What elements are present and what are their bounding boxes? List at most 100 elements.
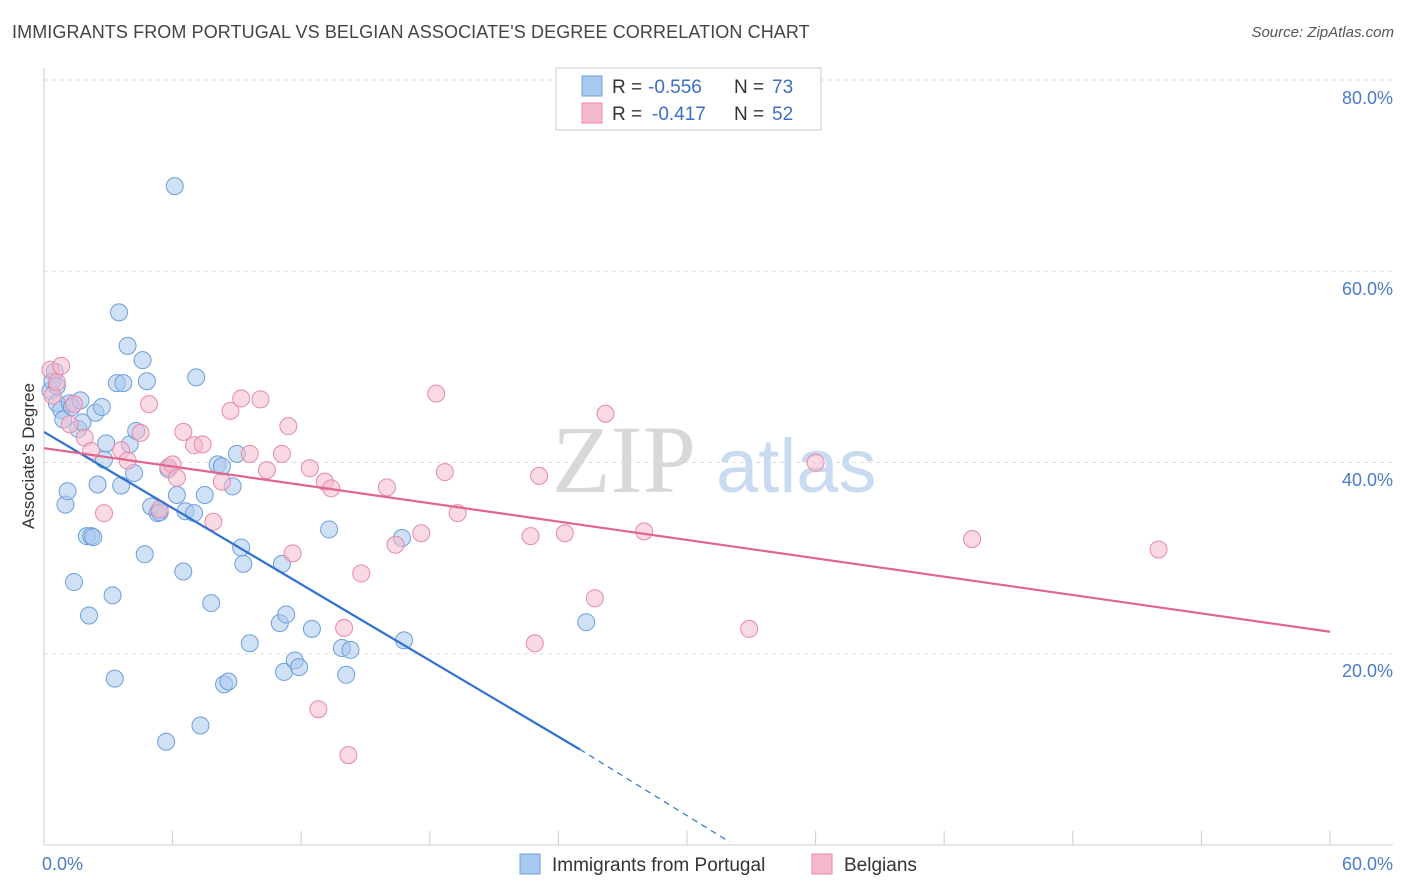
x-tick-marks — [43, 831, 1331, 845]
portugal-point — [118, 336, 137, 355]
bottom-legend-swatch-belgians[interactable] — [811, 853, 833, 875]
belgians-point — [521, 527, 540, 546]
portugal-point — [290, 658, 309, 677]
belgians-point — [740, 619, 759, 638]
belgians-point — [525, 634, 544, 653]
portugal-point — [88, 475, 107, 494]
portugal-point — [219, 672, 238, 691]
belgians-point — [257, 461, 276, 480]
belgians-point — [95, 504, 114, 523]
portugal-point — [110, 303, 129, 322]
bottom-legend-swatch-portugal[interactable] — [519, 853, 541, 875]
portugal-point — [277, 605, 296, 624]
belgians-point — [585, 589, 604, 608]
legend-n-value-portugal: 73 — [772, 77, 793, 98]
belgians-point — [52, 356, 71, 375]
portugal-trend-extension — [579, 748, 731, 843]
belgians-point — [412, 524, 431, 543]
portugal-point — [234, 554, 253, 573]
belgians-point — [140, 395, 159, 414]
portugal-point — [58, 482, 77, 501]
portugal-point — [240, 634, 259, 653]
portugal-point — [195, 486, 214, 505]
belgians-point — [167, 468, 186, 487]
trend-lines — [43, 430, 1331, 843]
belgians-point — [300, 459, 319, 478]
portugal-point — [135, 545, 154, 564]
portugal-point — [137, 372, 156, 391]
belgians-point — [635, 522, 654, 541]
portugal-point — [133, 351, 152, 370]
bottom-legend-label-belgians: Belgians — [844, 855, 917, 876]
portugal-point — [302, 619, 321, 638]
belgians-point — [386, 535, 405, 554]
belgians-point — [806, 453, 825, 472]
belgians-point — [60, 415, 79, 434]
portugal-point — [65, 573, 84, 592]
belgians-point — [530, 466, 549, 485]
legend-swatch-portugal[interactable] — [581, 75, 603, 97]
legend-r-value-portugal: -0.556 — [648, 77, 702, 98]
belgians-point — [240, 444, 259, 463]
belgians-point — [335, 618, 354, 637]
belgians-trend-line — [43, 447, 1331, 633]
portugal-point — [577, 613, 596, 632]
belgians-point — [427, 384, 446, 403]
chart-title: IMMIGRANTS FROM PORTUGAL VS BELGIAN ASSO… — [12, 22, 810, 42]
portugal-point — [185, 504, 204, 523]
y-tick-label-20: 20.0% — [1342, 661, 1393, 681]
legend-r-value-belgians: -0.417 — [652, 104, 706, 125]
portugal-point — [80, 606, 99, 625]
belgians-point — [174, 422, 193, 441]
belgians-point — [963, 530, 982, 548]
portugal-point — [320, 520, 339, 539]
portugal-point — [157, 732, 176, 751]
belgians-point — [47, 373, 66, 392]
belgians-point — [339, 746, 358, 765]
belgians-point — [352, 564, 371, 583]
belgians-point — [232, 389, 251, 408]
belgians-point — [596, 404, 615, 423]
portugal-point — [337, 665, 356, 684]
portugal-point — [114, 374, 133, 393]
portugal-point — [103, 586, 122, 605]
belgians-point — [131, 423, 150, 442]
legend-r-label-belgians: R = — [612, 104, 642, 125]
chart-source: Source: ZipAtlas.com — [1251, 24, 1394, 41]
legend-n-value-belgians: 52 — [772, 104, 793, 125]
belgians-point — [193, 435, 212, 454]
portugal-trend-line — [43, 430, 581, 751]
portugal-point — [174, 562, 193, 581]
belgians-point — [221, 401, 240, 420]
legend-r-label-portugal: R = — [612, 77, 642, 98]
belgians-point — [272, 444, 291, 463]
portugal-point — [84, 528, 103, 547]
watermark-atlas: atlas — [716, 424, 877, 509]
legend-n-label-portugal: N = — [734, 77, 764, 98]
portugal-point — [202, 594, 221, 613]
y-tick-label-80: 80.0% — [1342, 88, 1393, 108]
legend-swatch-belgians[interactable] — [581, 102, 603, 124]
watermark-zip: ZIP — [552, 406, 696, 513]
portugal-point — [97, 434, 116, 453]
portugal-point — [165, 177, 184, 196]
portugal-point — [112, 476, 131, 495]
belgians-point — [251, 390, 270, 409]
belgians-point — [212, 472, 231, 491]
belgians-point — [283, 544, 302, 563]
portugal-point — [187, 368, 206, 387]
belgians-point — [204, 512, 223, 531]
series-belgians-points — [41, 356, 1168, 765]
belgians-point — [377, 478, 396, 497]
x-tick-label-max: 60.0% — [1342, 854, 1393, 874]
legend-n-label-belgians: N = — [734, 104, 764, 125]
portugal-point — [92, 398, 111, 417]
portugal-point — [105, 669, 124, 688]
portugal-point — [191, 716, 210, 735]
belgians-point — [279, 417, 298, 436]
y-tick-label-40: 40.0% — [1342, 470, 1393, 490]
portugal-point — [167, 486, 186, 505]
belgians-point — [555, 524, 574, 543]
belgians-point — [65, 395, 84, 414]
